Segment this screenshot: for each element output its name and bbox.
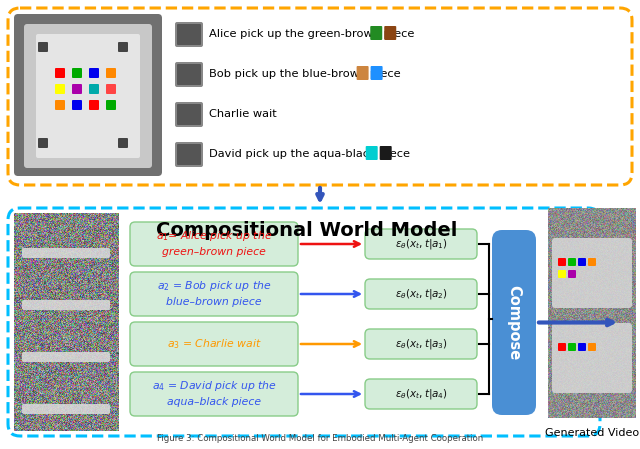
FancyBboxPatch shape [89,84,99,94]
FancyBboxPatch shape [177,24,201,45]
FancyBboxPatch shape [24,24,152,168]
FancyBboxPatch shape [365,146,378,160]
FancyBboxPatch shape [175,102,203,127]
FancyBboxPatch shape [568,343,576,351]
FancyBboxPatch shape [552,238,632,308]
Text: $\varepsilon_{\theta}(x_t,t|a_4)$: $\varepsilon_{\theta}(x_t,t|a_4)$ [394,387,447,401]
FancyBboxPatch shape [578,258,586,266]
FancyBboxPatch shape [55,100,65,110]
FancyBboxPatch shape [492,230,536,415]
FancyBboxPatch shape [106,84,116,94]
FancyBboxPatch shape [36,34,140,158]
FancyBboxPatch shape [72,68,82,78]
Text: David pick up the aqua-black piece: David pick up the aqua-black piece [209,149,410,159]
Text: blue–brown piece: blue–brown piece [166,297,262,307]
FancyBboxPatch shape [558,258,566,266]
FancyBboxPatch shape [175,62,203,87]
FancyBboxPatch shape [365,379,477,409]
FancyBboxPatch shape [175,22,203,47]
FancyBboxPatch shape [118,42,128,52]
Text: $a_4$ = David pick up the: $a_4$ = David pick up the [152,379,276,393]
FancyBboxPatch shape [22,300,110,310]
FancyBboxPatch shape [177,64,201,85]
FancyBboxPatch shape [118,138,128,148]
Text: $a_3$ = Charlie wait: $a_3$ = Charlie wait [166,337,261,351]
Text: Charlie wait: Charlie wait [209,109,276,119]
FancyBboxPatch shape [38,42,48,52]
FancyBboxPatch shape [568,258,576,266]
FancyBboxPatch shape [72,84,82,94]
FancyBboxPatch shape [130,272,298,316]
FancyBboxPatch shape [175,142,203,167]
Text: Generated Video: Generated Video [545,428,639,438]
FancyBboxPatch shape [177,104,201,125]
FancyBboxPatch shape [371,66,383,80]
Text: $\varepsilon_{\theta}(x_t,t|a_2)$: $\varepsilon_{\theta}(x_t,t|a_2)$ [394,287,447,301]
FancyBboxPatch shape [365,329,477,359]
FancyBboxPatch shape [22,404,110,414]
Text: $a_1$= Alice pick up the: $a_1$= Alice pick up the [156,229,272,243]
FancyBboxPatch shape [55,68,65,78]
FancyBboxPatch shape [55,84,65,94]
FancyBboxPatch shape [356,66,369,80]
Text: $\varepsilon_{\theta}(x_t,t|a_3)$: $\varepsilon_{\theta}(x_t,t|a_3)$ [394,337,447,351]
FancyBboxPatch shape [365,229,477,259]
Text: Compose: Compose [506,285,522,360]
FancyBboxPatch shape [22,248,110,258]
Text: aqua–black piece: aqua–black piece [167,397,261,407]
FancyBboxPatch shape [22,352,110,362]
FancyBboxPatch shape [106,100,116,110]
FancyBboxPatch shape [578,343,586,351]
FancyBboxPatch shape [14,14,162,176]
FancyBboxPatch shape [89,100,99,110]
FancyBboxPatch shape [130,322,298,366]
FancyBboxPatch shape [371,26,382,40]
Text: green–brown piece: green–brown piece [162,247,266,257]
Text: Bob pick up the blue-brown piece: Bob pick up the blue-brown piece [209,69,401,79]
Text: Compositional World Model: Compositional World Model [156,220,458,239]
FancyBboxPatch shape [106,68,116,78]
Text: Alice pick up the green-brown piece: Alice pick up the green-brown piece [209,29,414,39]
Text: Figure 3: Compositional World Model for Embodied Multi-Agent Cooperation: Figure 3: Compositional World Model for … [157,434,483,443]
FancyBboxPatch shape [568,270,576,278]
FancyBboxPatch shape [552,323,632,393]
FancyBboxPatch shape [588,258,596,266]
FancyBboxPatch shape [177,144,201,165]
FancyBboxPatch shape [365,279,477,309]
FancyBboxPatch shape [558,270,566,278]
FancyBboxPatch shape [72,100,82,110]
FancyBboxPatch shape [588,343,596,351]
Text: $a_2$ = Bob pick up the: $a_2$ = Bob pick up the [157,279,271,293]
FancyBboxPatch shape [130,372,298,416]
FancyBboxPatch shape [384,26,396,40]
FancyBboxPatch shape [89,68,99,78]
FancyBboxPatch shape [130,222,298,266]
FancyBboxPatch shape [38,138,48,148]
FancyBboxPatch shape [558,343,566,351]
FancyBboxPatch shape [380,146,392,160]
Text: $\varepsilon_{\theta}(x_t,t|a_1)$: $\varepsilon_{\theta}(x_t,t|a_1)$ [394,237,447,251]
